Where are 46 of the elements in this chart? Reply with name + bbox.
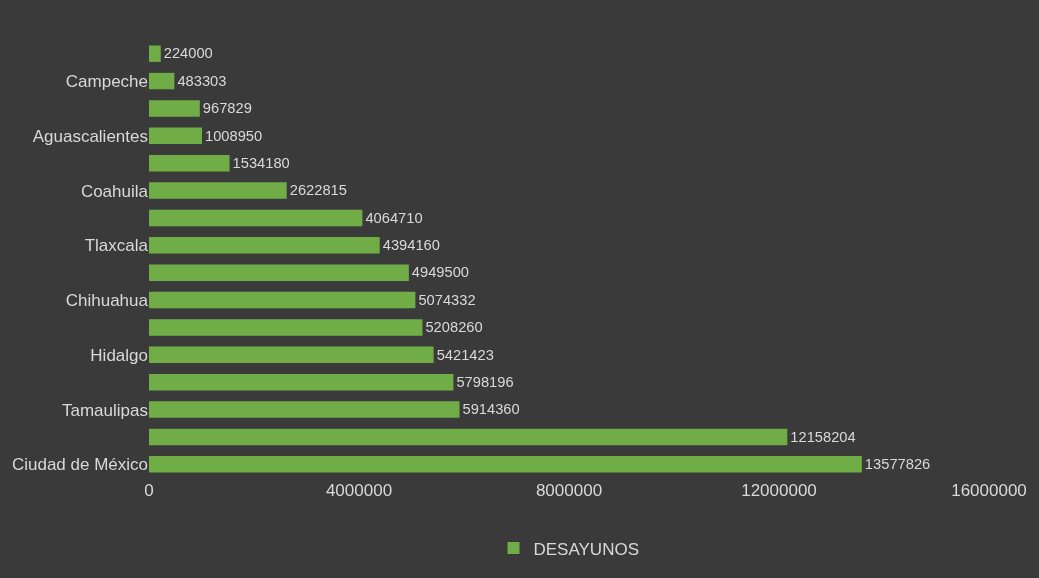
y-tick-label: Aguascalientes xyxy=(32,126,148,146)
y-tick-label: Campeche xyxy=(65,72,148,92)
x-tick-label: 4000000 xyxy=(325,481,393,500)
x-tick-label: 0 xyxy=(144,481,154,500)
bar xyxy=(149,428,788,446)
y-tick-label: Chihuahua xyxy=(65,291,149,311)
x-tick-label: 12000000 xyxy=(741,481,817,500)
bar xyxy=(149,127,202,145)
data-label: 5798196 xyxy=(456,373,514,390)
bar xyxy=(149,456,862,473)
data-label: 483303 xyxy=(177,72,227,89)
bar xyxy=(149,291,416,309)
bar xyxy=(149,401,460,418)
data-label: 4949500 xyxy=(411,264,470,281)
bar xyxy=(149,100,200,117)
bar xyxy=(149,346,434,364)
bar xyxy=(149,209,363,227)
data-label: 13577826 xyxy=(864,456,931,473)
y-tick-label: Tlaxcala xyxy=(84,236,149,256)
data-label: 2622815 xyxy=(289,182,347,199)
y-tick-label: Ciudad de México xyxy=(11,455,148,475)
data-label: 1534180 xyxy=(232,154,290,171)
x-tick-label: 16000000 xyxy=(951,481,1027,500)
data-label: 4064710 xyxy=(365,209,423,226)
data-label: 5074332 xyxy=(418,291,476,308)
bar xyxy=(149,72,175,90)
bar xyxy=(149,154,230,172)
y-tick-label: Tamaulipas xyxy=(62,400,148,420)
data-label: 5421423 xyxy=(436,346,494,363)
y-tick-label: Hidalgo xyxy=(90,345,148,365)
bar xyxy=(149,237,380,254)
data-label: 5208260 xyxy=(425,319,483,336)
x-tick-label: 8000000 xyxy=(535,481,603,500)
bar xyxy=(149,182,287,199)
bar xyxy=(149,264,409,281)
bar xyxy=(149,319,423,336)
data-label: 224000 xyxy=(163,45,213,62)
data-label: 967829 xyxy=(202,100,252,117)
data-label: 4394160 xyxy=(382,237,440,254)
legend-label: DESAYUNOS xyxy=(533,539,639,559)
data-label: 5914360 xyxy=(462,401,520,418)
y-tick-label: Coahuila xyxy=(80,181,149,201)
bar xyxy=(149,45,161,62)
bar xyxy=(149,373,454,391)
data-label: 1008950 xyxy=(204,127,263,144)
data-label: 12158204 xyxy=(790,428,856,445)
